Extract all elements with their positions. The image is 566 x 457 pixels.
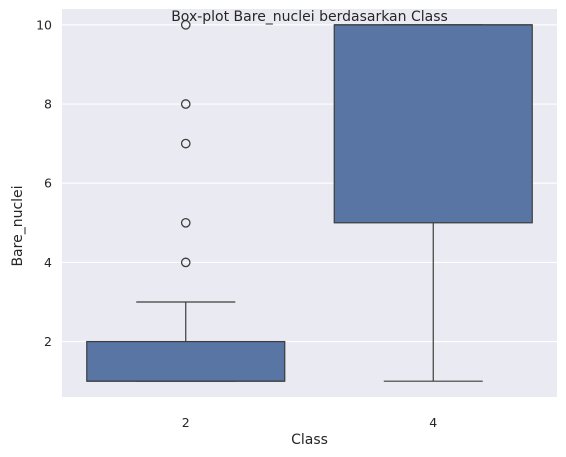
outlier-point (180, 217, 191, 228)
tick-labels: 2 4 6 8 10 2 4 (36, 17, 437, 430)
box-group-class-4 (333, 24, 533, 382)
box-body (333, 24, 533, 224)
y-tick-label: 2 (44, 334, 52, 349)
y-tick-label: 6 (44, 176, 52, 191)
chart-title: Box-plot Bare_nuclei berdasarkan Class (171, 9, 448, 25)
box-body (86, 340, 286, 382)
y-tick-label: 8 (44, 97, 52, 112)
outlier-point (180, 138, 191, 149)
y-axis-label: Bare_nuclei (10, 185, 26, 266)
x-axis-label: Class (291, 432, 328, 448)
outlier-point (180, 257, 191, 268)
outlier-point (180, 19, 191, 30)
outlier-point (180, 99, 191, 109)
x-tick-label: 4 (429, 415, 437, 430)
x-tick-label: 2 (182, 415, 190, 430)
box-group-class-2 (86, 19, 286, 382)
boxes (86, 19, 533, 382)
y-tick-label: 10 (36, 17, 52, 32)
y-tick-label: 4 (44, 255, 52, 270)
